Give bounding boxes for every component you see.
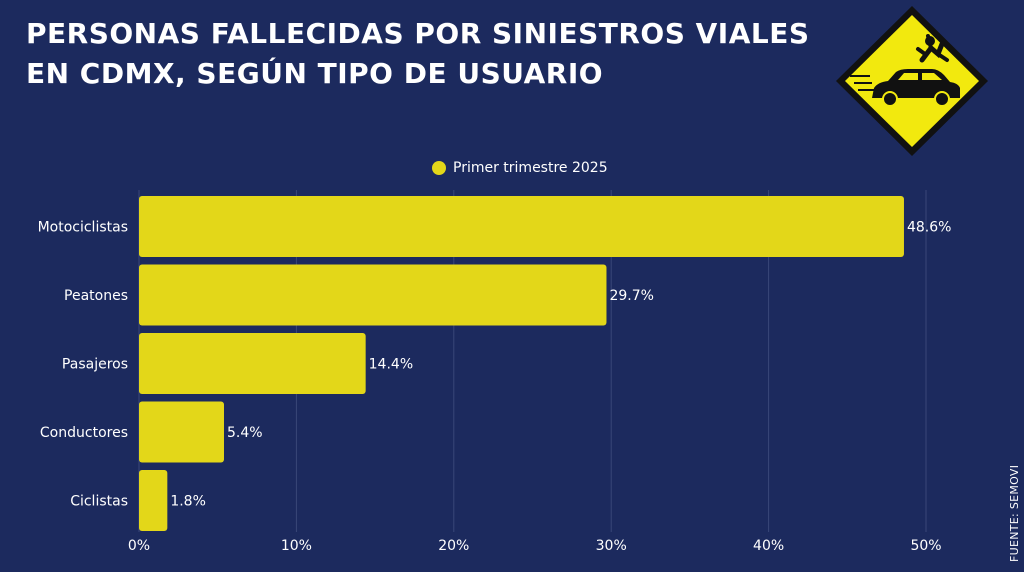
bar [139, 401, 224, 463]
category-label: Peatones [64, 288, 128, 304]
legend-label: Primer trimestre 2025 [453, 160, 608, 176]
x-tick-label: 10% [281, 538, 312, 554]
category-label: Pasajeros [62, 357, 128, 373]
category-label: Motociclistas [38, 220, 128, 236]
bar [139, 264, 607, 326]
legend-swatch [432, 161, 446, 175]
source-note: FUENTE: SEMOVI [1008, 464, 1021, 562]
data-label: 1.8% [170, 494, 206, 510]
chart-title-line-2: EN CDMX, SEGÚN TIPO DE USUARIO [26, 57, 604, 90]
chart-title-line-1: PERSONAS FALLECIDAS POR SINIESTROS VIALE… [26, 17, 810, 50]
car-hits-pedestrian-warning-sign-icon [836, 6, 988, 156]
chart-title: PERSONAS FALLECIDAS POR SINIESTROS VIALE… [26, 14, 826, 94]
bar [139, 196, 904, 257]
data-label: 29.7% [609, 288, 653, 304]
x-tick-label: 40% [753, 538, 784, 554]
x-tick-label: 20% [438, 538, 469, 554]
category-label: Ciclistas [70, 494, 128, 510]
data-label: 5.4% [227, 425, 263, 441]
x-tick-label: 0% [128, 538, 150, 554]
category-label: Conductores [40, 425, 128, 441]
data-label: 14.4% [369, 357, 413, 373]
x-tick-label: 50% [910, 538, 941, 554]
chart-legend: Primer trimestre 2025 [432, 160, 608, 176]
data-label: 48.6% [907, 220, 951, 236]
x-tick-label: 30% [596, 538, 627, 554]
bar [139, 470, 168, 531]
bar [139, 333, 366, 394]
